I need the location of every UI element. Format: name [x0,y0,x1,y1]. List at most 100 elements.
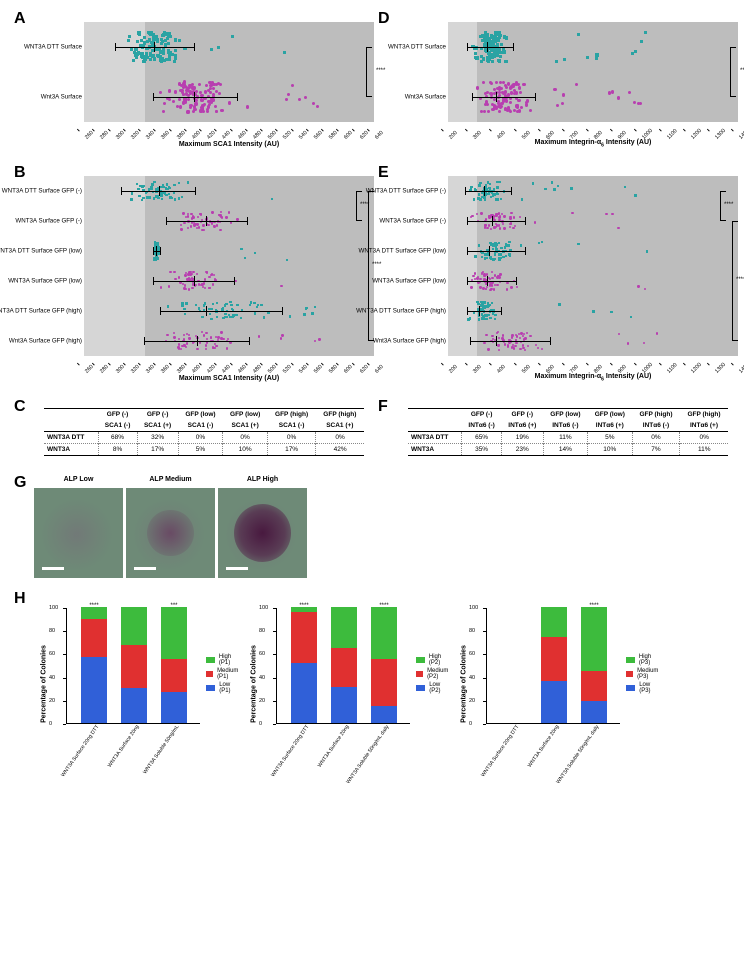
table-header: GFP (low) [588,409,632,421]
data-point [506,288,508,290]
data-point [495,81,498,84]
data-point [483,110,486,113]
data-point [200,213,202,215]
table-cell: 17% [267,444,315,456]
data-point [228,211,230,213]
data-point [174,49,177,52]
data-point [498,60,501,63]
data-point [174,38,177,41]
data-point [174,90,177,93]
stacked-bar [501,607,527,723]
data-point [210,48,213,51]
data-point [263,316,265,318]
data-point [138,195,140,197]
legend-label: Medium (P3) [637,668,661,680]
data-point [181,302,183,304]
y-tick-label: 0 [469,721,472,727]
stacked-bar [581,607,607,723]
data-point [500,102,503,105]
panel-label-f: F [378,398,388,416]
data-point [476,301,478,303]
data-point [161,198,163,200]
data-point [212,347,214,349]
data-point [220,109,223,112]
data-point [173,332,175,334]
data-point [195,284,197,286]
data-point [178,39,181,42]
panel-label-a: A [14,10,26,28]
data-point [286,259,288,261]
micrograph-image: ALP High [218,488,308,578]
data-point [498,48,501,51]
y-tick-label: 80 [259,628,265,634]
data-point [181,304,183,306]
data-point [155,37,158,40]
data-point [192,271,194,273]
table-header: INTα6 (+) [680,420,728,432]
data-point [174,57,177,60]
data-point [496,284,498,286]
y-category-label: WNT3A DTT Surface [24,44,82,51]
data-point [480,212,482,214]
data-point [511,334,513,336]
data-point [479,278,481,280]
data-point [298,98,301,101]
y-axis-label: Percentage of Colonies [251,645,258,723]
x-axis-label: Maximum SCA1 Intensity (AU) [179,141,279,148]
data-point [633,101,636,104]
panel-label-d: D [378,10,390,28]
data-point [634,50,637,53]
data-point [305,307,307,309]
data-point [162,52,165,55]
data-point [168,285,170,287]
data-point [553,88,556,91]
data-point [502,256,504,258]
data-point [494,39,497,42]
data-point [149,58,152,61]
data-point [498,349,500,351]
data-point [495,214,497,216]
data-point [556,104,559,107]
data-point [156,242,158,244]
data-point [484,198,486,200]
data-point [183,308,185,310]
y-tick-label: 20 [259,698,265,704]
y-tick-label: 60 [259,651,265,657]
data-point [503,227,505,229]
y-tick-label: 0 [49,721,52,727]
data-point [214,105,217,108]
data-point [185,93,188,96]
table-cell: 32% [137,432,178,444]
data-point [168,193,170,195]
data-point [476,86,479,89]
data-point [149,32,152,35]
table-header: GFP (-) [501,409,543,421]
data-point [532,182,534,184]
data-point [225,216,227,218]
data-point [476,213,478,215]
scale-bar [226,567,248,570]
data-point [217,336,219,338]
data-point [522,83,525,86]
data-point [211,211,213,213]
data-point [166,334,168,336]
significance-marker: **** [740,68,744,74]
data-point [218,92,221,95]
legend-label: High (P2) [429,654,451,666]
data-point [507,82,510,85]
significance-marker: **** [736,277,744,283]
table-header: SCA1 (-) [267,420,315,432]
y-category-label: WNT3A DTT Surface GFP (high) [0,308,82,315]
data-point [260,304,262,306]
stacked-bar [121,607,147,723]
data-point [484,257,486,259]
y-tick-label: 60 [469,651,475,657]
data-point [138,52,141,55]
data-point [474,56,477,59]
data-point [509,101,512,104]
x-category-label: WNT3A Soluble 50ng/mL daily [345,724,390,785]
data-point [520,332,522,334]
x-category-label: WNT3A Surface 20ng DTT [60,724,100,778]
data-point [503,215,505,217]
data-point [171,197,173,199]
